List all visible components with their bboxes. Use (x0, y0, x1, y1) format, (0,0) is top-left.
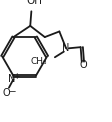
Text: OH: OH (26, 0, 42, 6)
Text: N: N (62, 43, 70, 53)
Text: O: O (3, 88, 11, 98)
Text: N: N (8, 74, 15, 84)
Text: CH₃: CH₃ (31, 57, 48, 66)
Text: O: O (80, 60, 87, 70)
Text: +: + (13, 72, 19, 81)
Text: −: − (8, 86, 15, 96)
